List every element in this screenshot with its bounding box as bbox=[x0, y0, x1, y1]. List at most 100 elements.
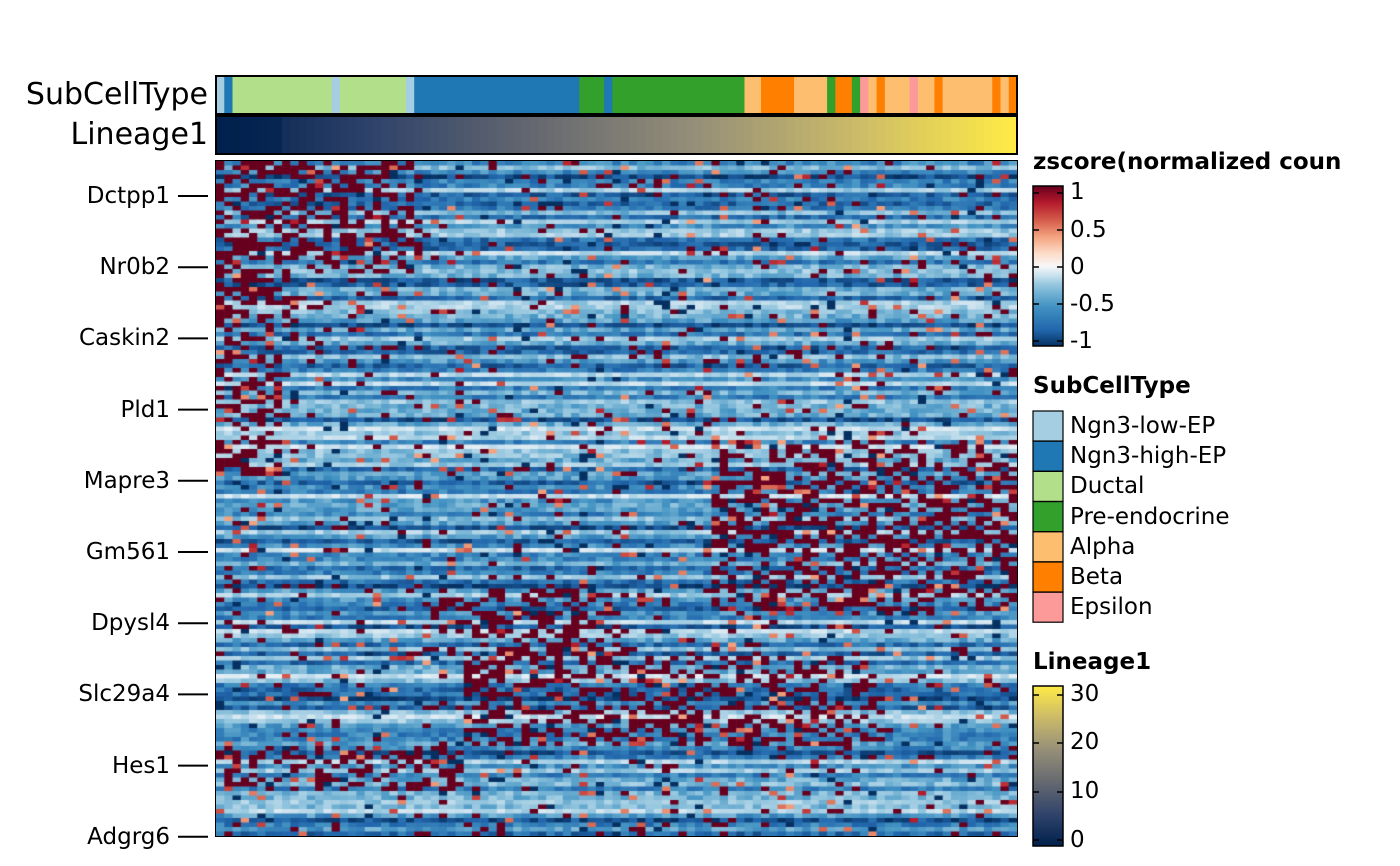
subcelltype-segment bbox=[835, 76, 853, 114]
lineage1-cell bbox=[397, 116, 407, 154]
lineage-bar-border bbox=[215, 115, 1018, 155]
lineage-tick-label: 30 bbox=[1070, 681, 1100, 707]
lineage1-cell bbox=[364, 116, 374, 154]
zscore-tick-label: 0.5 bbox=[1070, 217, 1107, 243]
lineage1-cell bbox=[628, 116, 638, 154]
subcelltype-segment bbox=[992, 76, 1001, 114]
lineage1-cell bbox=[934, 116, 944, 154]
lineage1-cell bbox=[769, 116, 779, 154]
lineage1-cell bbox=[240, 116, 250, 154]
lineage1-cell bbox=[216, 116, 225, 154]
legend-swatch bbox=[1032, 440, 1064, 472]
lineage1-cell bbox=[637, 116, 646, 154]
lineage1-cell bbox=[744, 116, 754, 154]
lineage-tick-label: 0 bbox=[1070, 827, 1085, 853]
lineage1-cell bbox=[463, 116, 473, 154]
lineage1-row-title: Lineage1 bbox=[70, 117, 209, 152]
legend-label-ngn3-high-ep: Ngn3-high-EP bbox=[1070, 443, 1227, 469]
lineage1-cell bbox=[306, 116, 316, 154]
gene-label: Slc29a4 bbox=[78, 681, 170, 708]
lineage1-cell bbox=[587, 116, 597, 154]
legend-swatch bbox=[1032, 531, 1064, 563]
subcelltype-segment bbox=[761, 76, 795, 114]
lineage1-cell bbox=[703, 116, 712, 154]
subcelltype-bar-border bbox=[215, 75, 1018, 115]
subcelltype-segment bbox=[942, 76, 993, 114]
subcelltype-segment bbox=[827, 76, 836, 114]
lineage1-cell bbox=[595, 116, 605, 154]
lineage1-cell bbox=[959, 116, 968, 154]
zscore-colorbar bbox=[1032, 185, 1064, 347]
lineage-tick-label: 10 bbox=[1070, 778, 1100, 804]
lineage1-cell bbox=[983, 116, 993, 154]
lineage1-cell bbox=[727, 116, 737, 154]
subcelltype-row-title: SubCellType bbox=[25, 77, 208, 112]
lineage1-cell bbox=[282, 116, 291, 154]
gene-label: Gm561 bbox=[85, 539, 170, 565]
lineage-tick-label: 20 bbox=[1070, 729, 1100, 755]
gene-label: Dctpp1 bbox=[86, 183, 170, 209]
subcelltype-segment bbox=[876, 76, 886, 114]
zscore-tick-label: -0.5 bbox=[1070, 291, 1115, 317]
lineage1-cell bbox=[372, 116, 382, 154]
lineage1-cell bbox=[546, 116, 556, 154]
legend-label-alpha: Alpha bbox=[1070, 534, 1136, 560]
lineage1-cell bbox=[480, 116, 490, 154]
zscore-legend-title: zscore(normalized coun bbox=[1033, 149, 1342, 175]
lineage1-cell bbox=[604, 116, 613, 154]
lineage1-cell bbox=[653, 116, 663, 154]
lineage1-cell bbox=[521, 116, 531, 154]
subcelltype-segment bbox=[884, 76, 911, 114]
legend-swatch bbox=[1032, 591, 1064, 623]
lineage1-cell bbox=[331, 116, 341, 154]
gene-label: Caskin2 bbox=[78, 325, 170, 352]
lineage1-cell bbox=[505, 116, 514, 154]
legend-swatch bbox=[1032, 470, 1064, 502]
zscore-tick-label: 1 bbox=[1070, 179, 1085, 205]
lineage1-cell bbox=[752, 116, 762, 154]
lineage1-cell bbox=[290, 116, 300, 154]
lineage1-cell bbox=[884, 116, 894, 154]
lineage1-cell bbox=[315, 116, 324, 154]
gene-label: Pld1 bbox=[120, 396, 171, 423]
lineage1-cell bbox=[661, 116, 671, 154]
lineage1-cell bbox=[232, 116, 242, 154]
legend-label-beta: Beta bbox=[1070, 564, 1124, 590]
subcelltype-segment bbox=[224, 76, 234, 114]
legend-label-pre-endocrine: Pre-endocrine bbox=[1070, 504, 1230, 530]
legend-label-epsilon: Epsilon bbox=[1070, 594, 1153, 620]
lineage1-cell bbox=[950, 116, 960, 154]
subcelltype-segment bbox=[579, 76, 605, 114]
subcelltype-segment bbox=[216, 76, 225, 114]
subcelltype-segment bbox=[744, 76, 762, 114]
lineage1-cell bbox=[785, 116, 795, 154]
lineage1-cell bbox=[381, 116, 390, 154]
lineage1-cell bbox=[736, 116, 745, 154]
lineage1-cell bbox=[298, 116, 308, 154]
lineage1-cell bbox=[942, 116, 952, 154]
lineage1-cell bbox=[265, 116, 275, 154]
lineage1-cell bbox=[438, 116, 448, 154]
lineage1-cell bbox=[975, 116, 985, 154]
lineage1-cell bbox=[678, 116, 688, 154]
lineage1-cell bbox=[711, 116, 721, 154]
legend-swatch bbox=[1032, 501, 1064, 533]
lineage1-cell bbox=[488, 116, 498, 154]
subcelltype-segment bbox=[934, 76, 944, 114]
lineage1-cell bbox=[529, 116, 539, 154]
lineage1-annotation-bar bbox=[216, 116, 1018, 154]
lineage1-cell bbox=[860, 116, 869, 154]
subcelltype-annotation-bar bbox=[216, 76, 1018, 114]
lineage1-cell bbox=[538, 116, 547, 154]
lineage1-cell bbox=[496, 116, 506, 154]
lineage1-cell bbox=[389, 116, 399, 154]
lineage1-cell bbox=[405, 116, 415, 154]
lineage1-cell bbox=[992, 116, 1001, 154]
lineage1-cell bbox=[455, 116, 465, 154]
heatmap-matrix bbox=[216, 161, 1017, 836]
lineage1-cell bbox=[348, 116, 357, 154]
lineage1-cell bbox=[422, 116, 432, 154]
legend-swatch bbox=[1032, 561, 1064, 593]
lineage1-cell bbox=[513, 116, 523, 154]
